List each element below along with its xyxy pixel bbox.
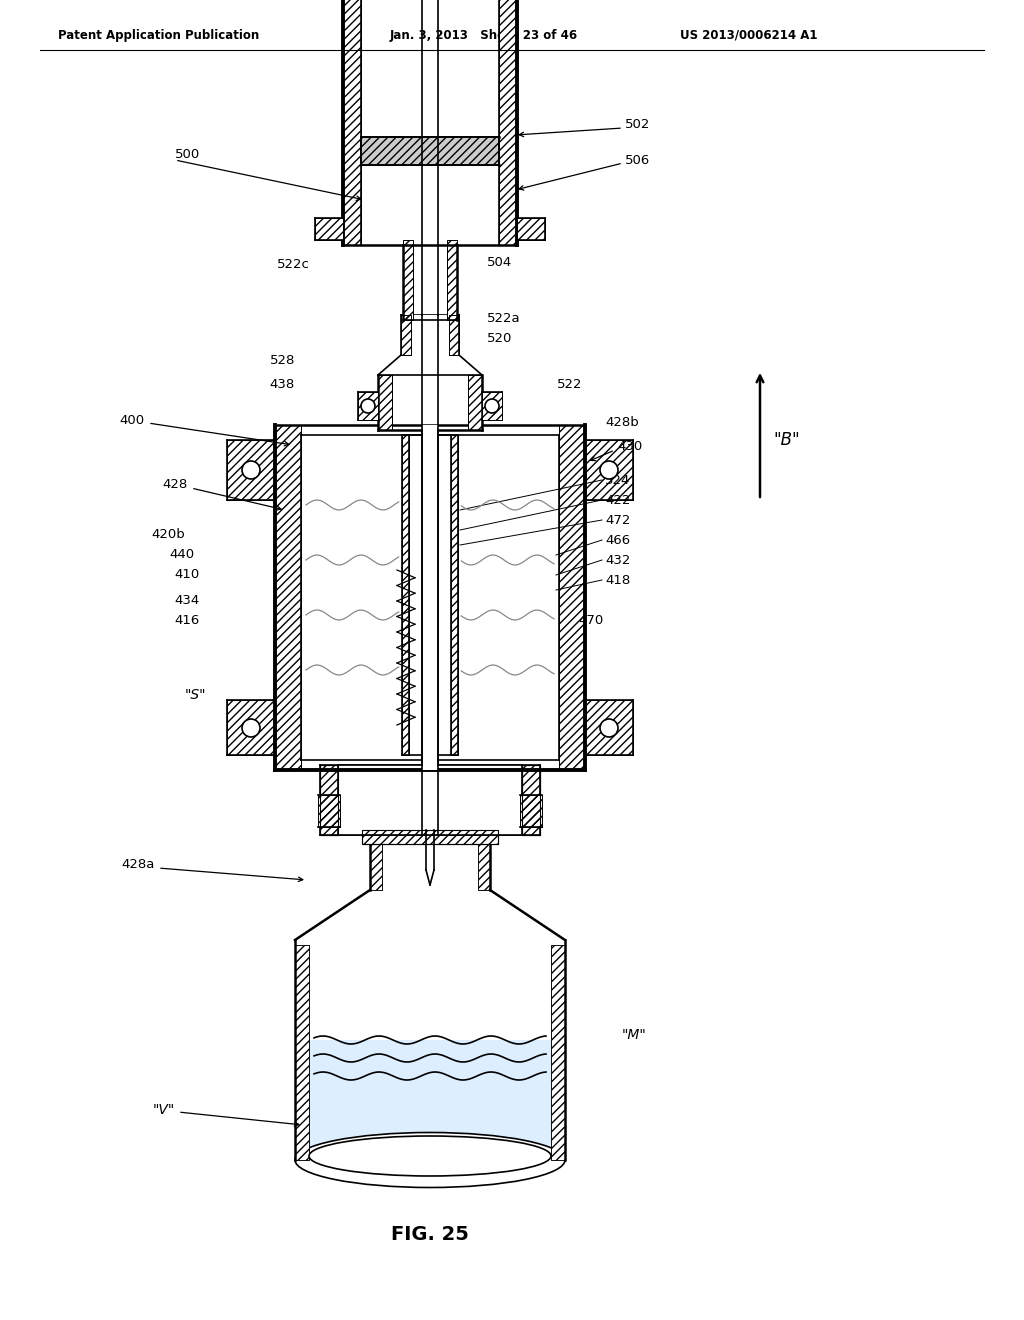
Polygon shape [447, 240, 457, 319]
Text: 428a: 428a [122, 858, 155, 871]
Text: 422: 422 [605, 494, 631, 507]
Text: Patent Application Publication: Patent Application Publication [58, 29, 259, 41]
Text: US 2013/0006214 A1: US 2013/0006214 A1 [680, 29, 817, 41]
Polygon shape [318, 795, 340, 828]
Text: "M": "M" [622, 1028, 647, 1041]
Text: 410: 410 [175, 569, 200, 582]
Circle shape [600, 461, 618, 479]
Text: "V": "V" [153, 1104, 175, 1117]
Ellipse shape [295, 1133, 565, 1188]
Polygon shape [315, 218, 343, 240]
Text: 522a: 522a [487, 312, 520, 325]
Text: 522c: 522c [278, 259, 310, 272]
Text: FIG. 25: FIG. 25 [391, 1225, 469, 1245]
Text: 466: 466 [605, 533, 630, 546]
Polygon shape [227, 440, 275, 500]
Polygon shape [358, 392, 378, 420]
Polygon shape [585, 700, 633, 755]
Polygon shape [559, 425, 585, 770]
Polygon shape [482, 392, 502, 420]
Polygon shape [295, 945, 309, 1160]
Polygon shape [275, 425, 301, 770]
Circle shape [600, 719, 618, 737]
Polygon shape [361, 137, 499, 165]
Text: 520: 520 [487, 331, 512, 345]
Polygon shape [449, 315, 459, 355]
Polygon shape [403, 240, 413, 319]
Polygon shape [585, 440, 633, 500]
Text: 502: 502 [625, 119, 650, 132]
Text: Jan. 3, 2013   Sheet 23 of 46: Jan. 3, 2013 Sheet 23 of 46 [390, 29, 579, 41]
Text: 438: 438 [269, 379, 295, 392]
Text: 430: 430 [617, 441, 642, 454]
Bar [362, 166, 498, 244]
Polygon shape [551, 945, 565, 1160]
Text: 428b: 428b [605, 416, 639, 429]
Text: 418: 418 [605, 573, 630, 586]
Circle shape [485, 399, 499, 413]
Polygon shape [517, 218, 545, 240]
Bar [338, 766, 522, 836]
Polygon shape [370, 830, 382, 890]
Polygon shape [451, 436, 458, 755]
Circle shape [361, 399, 375, 413]
Circle shape [242, 461, 260, 479]
Polygon shape [309, 1040, 551, 1150]
Polygon shape [343, 0, 361, 246]
Polygon shape [499, 0, 517, 246]
Bar [422, 430, 438, 766]
Text: 522: 522 [557, 379, 583, 392]
Ellipse shape [309, 1137, 551, 1176]
Text: 504: 504 [487, 256, 512, 269]
Text: 470: 470 [578, 614, 603, 627]
Text: 400: 400 [120, 413, 145, 426]
Polygon shape [401, 315, 411, 355]
Text: 500: 500 [175, 149, 201, 161]
Polygon shape [468, 375, 482, 430]
Polygon shape [402, 436, 409, 755]
Polygon shape [522, 766, 540, 836]
Text: 528: 528 [269, 354, 295, 367]
Polygon shape [319, 766, 338, 836]
Text: 440: 440 [170, 549, 195, 561]
Text: 428: 428 [163, 479, 188, 491]
Bar [411, 315, 449, 355]
Text: 432: 432 [605, 553, 631, 566]
Polygon shape [478, 830, 490, 890]
Text: 434: 434 [175, 594, 200, 606]
Text: "B": "B" [773, 432, 800, 449]
Bar [422, 425, 438, 770]
Text: 416: 416 [175, 614, 200, 627]
Circle shape [242, 719, 260, 737]
Text: "S": "S" [185, 688, 207, 702]
Text: 506: 506 [625, 153, 650, 166]
Text: 524: 524 [605, 474, 631, 487]
Polygon shape [295, 931, 565, 1160]
Text: 420b: 420b [152, 528, 185, 541]
Text: 472: 472 [605, 513, 631, 527]
Polygon shape [520, 795, 542, 828]
Polygon shape [378, 375, 392, 430]
Polygon shape [227, 700, 275, 755]
Polygon shape [362, 830, 498, 843]
